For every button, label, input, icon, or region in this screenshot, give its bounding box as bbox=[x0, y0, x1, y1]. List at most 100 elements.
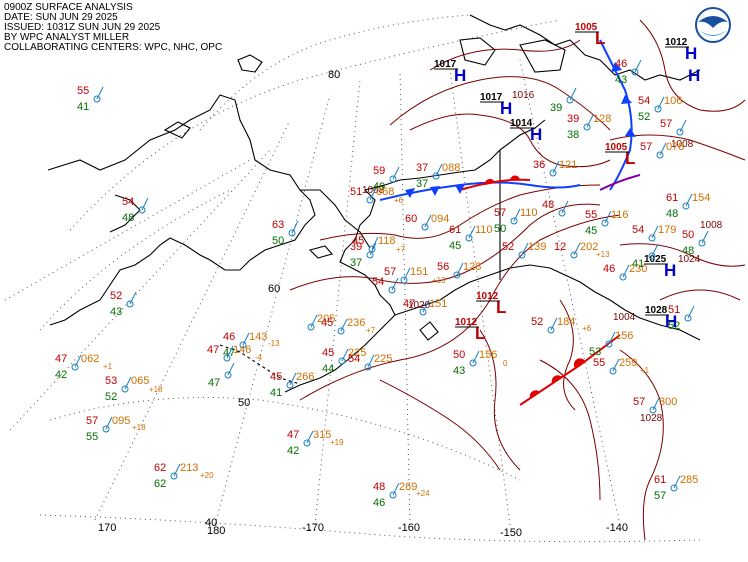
chukotka-coast bbox=[300, 189, 371, 249]
isobar bbox=[289, 203, 601, 291]
station-circle bbox=[239, 341, 247, 349]
wind-barb bbox=[586, 114, 594, 128]
station-temperature: 57 bbox=[633, 396, 645, 408]
wind-barb bbox=[435, 163, 443, 177]
station-plot: 57 55 095 bbox=[86, 415, 130, 443]
station-temperature: 47 bbox=[403, 298, 415, 310]
isobar bbox=[299, 214, 621, 401]
station-temperature: 50 bbox=[453, 349, 465, 361]
station-plot: 57 50 110 bbox=[494, 207, 538, 235]
wind-barb bbox=[679, 119, 687, 133]
wind-barb bbox=[371, 236, 379, 250]
station-circle bbox=[389, 491, 397, 499]
wind-barb bbox=[687, 305, 695, 319]
new-siberian-islands bbox=[163, 121, 191, 139]
station-pressure: 110 bbox=[520, 207, 538, 219]
station-temperature: 47 bbox=[207, 344, 219, 356]
station-circle bbox=[121, 385, 129, 393]
station-pressure: 225 bbox=[374, 353, 392, 365]
warm-front-pip bbox=[484, 178, 495, 185]
station-circle bbox=[303, 439, 311, 447]
station-circle bbox=[601, 219, 609, 227]
pressure-tendency: +18 bbox=[149, 385, 163, 394]
station-plot: 45 118 bbox=[352, 235, 396, 253]
station-pressure: 110 bbox=[475, 224, 493, 236]
station-temperature: 52 bbox=[531, 316, 543, 328]
station-circle bbox=[366, 251, 374, 259]
station-temperature: 59 bbox=[373, 165, 385, 177]
pressure-tendency: +1 bbox=[640, 366, 650, 375]
station-temperature: 46 bbox=[603, 263, 615, 275]
station-circle bbox=[338, 357, 346, 365]
station-pressure: 118 bbox=[378, 235, 396, 247]
station-plot: 47 42 315 bbox=[287, 429, 331, 457]
station-pressure: 068 bbox=[376, 186, 394, 198]
front-pips bbox=[405, 62, 636, 398]
high-symbol: H bbox=[685, 44, 697, 63]
station-pressure: 156 bbox=[479, 349, 497, 361]
wind-barb bbox=[659, 142, 667, 156]
station-dewpoint: 45 bbox=[585, 225, 597, 237]
station-circle bbox=[510, 217, 518, 225]
station-circle bbox=[619, 273, 627, 281]
station-temperature: 48 bbox=[542, 199, 554, 211]
station-plot: 47 146 bbox=[207, 344, 251, 362]
graticule-label: -150 bbox=[500, 527, 522, 539]
isobar bbox=[539, 359, 601, 501]
wind-barb bbox=[468, 225, 476, 239]
station-circle bbox=[583, 123, 591, 131]
alaska-south-coast bbox=[394, 264, 701, 341]
station-plot: 61 57 285 bbox=[654, 474, 698, 502]
cold-front-pip bbox=[430, 186, 440, 196]
wind-barb bbox=[173, 463, 181, 477]
station-dewpoint: 37 bbox=[350, 257, 362, 269]
station-pressure: 236 bbox=[347, 317, 365, 329]
graticule-label: 170 bbox=[98, 522, 116, 534]
station-dewpoint: 46 bbox=[373, 497, 385, 509]
station-circle bbox=[388, 286, 396, 294]
station-plot: 52 139 bbox=[502, 241, 546, 259]
station-circle bbox=[421, 223, 429, 231]
wind-barb bbox=[561, 200, 569, 214]
station-pressure: 213 bbox=[180, 462, 198, 474]
station-pressure: 128 bbox=[593, 113, 611, 125]
station-pressure: 094 bbox=[431, 213, 449, 225]
latitude-circle-70 bbox=[69, 19, 561, 231]
longitude-line-west bbox=[9, 149, 271, 431]
alaska-north-coast bbox=[364, 149, 501, 191]
station-dewpoint: 41 bbox=[77, 101, 89, 113]
station-circle bbox=[307, 323, 315, 331]
station-temperature: 60 bbox=[405, 213, 417, 225]
high-pressure-label: 1017 bbox=[480, 92, 503, 103]
station-circle bbox=[609, 367, 617, 375]
station-temperature: 54 bbox=[638, 95, 650, 107]
isobar-label: 1028 bbox=[640, 413, 663, 424]
wind-barb bbox=[96, 86, 104, 100]
pressure-tendency: +13 bbox=[596, 250, 610, 259]
station-plot: 61 48 154 bbox=[666, 192, 710, 220]
noaa-logo-wave bbox=[699, 30, 727, 36]
station-dewpoint: 50 bbox=[272, 235, 284, 247]
arctic-archipelago bbox=[469, 14, 701, 81]
station-plot: 55 259 bbox=[593, 357, 637, 375]
station-plot: 47 151 bbox=[403, 298, 447, 316]
station-pressure: 266 bbox=[296, 371, 314, 383]
station-circle bbox=[419, 308, 427, 316]
station-temperature: 61 bbox=[449, 224, 461, 236]
station-dewpoint: 38 bbox=[567, 129, 579, 141]
station-pressure: 062 bbox=[81, 353, 99, 365]
station-circle bbox=[676, 128, 684, 136]
warm-front-pip bbox=[529, 390, 540, 398]
graticule-label: -170 bbox=[302, 522, 324, 534]
station-circle bbox=[170, 472, 178, 480]
station-circle bbox=[364, 363, 372, 371]
wind-barb bbox=[513, 208, 521, 222]
station-temperature: 51 bbox=[350, 186, 362, 198]
station-plot: 57 bbox=[660, 118, 687, 136]
wind-barb bbox=[310, 314, 318, 328]
victoria-island bbox=[519, 39, 566, 73]
